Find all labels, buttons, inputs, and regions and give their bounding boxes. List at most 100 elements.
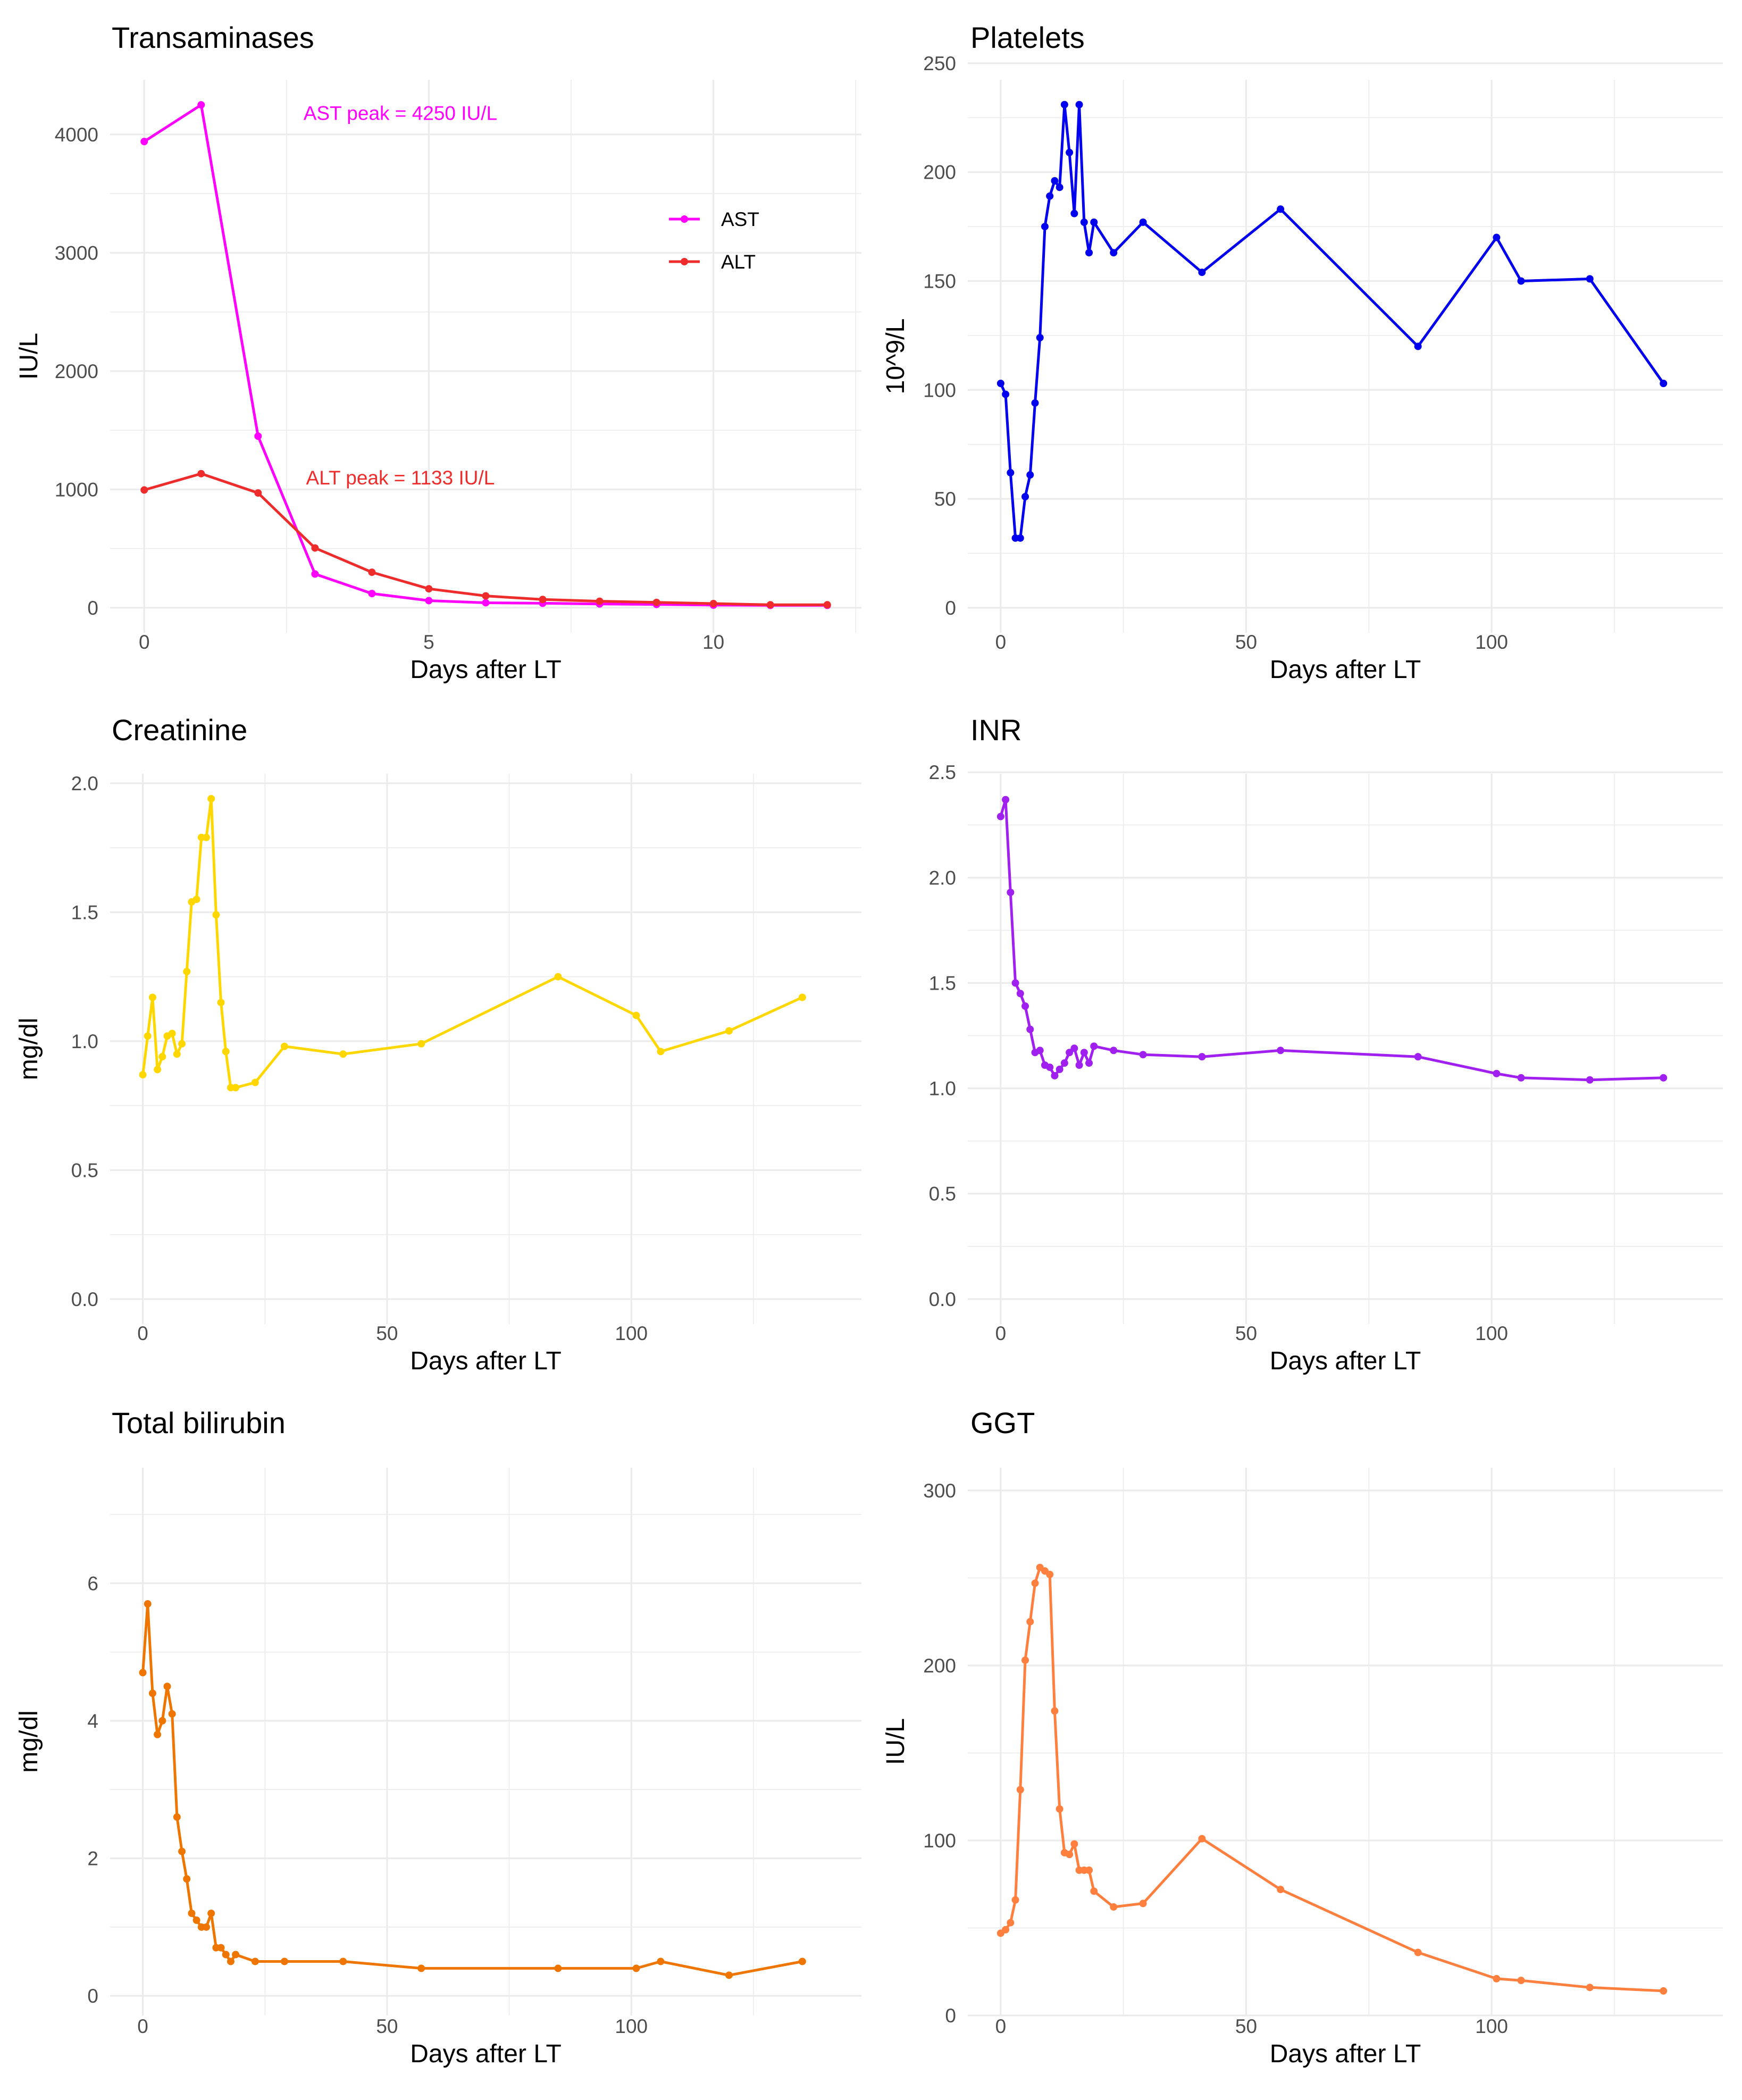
data-point [1026, 1618, 1034, 1626]
chart-panel-transaminases: 0 5 10 0 1000 2000 3000 4000 Transaminases Days a… [15, 21, 861, 684]
data-point [1660, 1074, 1668, 1082]
x-tick-label: 0 [995, 631, 1007, 653]
data-point [178, 1040, 186, 1048]
y-tick-label: 0 [87, 1985, 98, 2007]
y-tick-label: 6 [87, 1572, 98, 1594]
data-point [368, 590, 376, 598]
data-point [1139, 218, 1147, 226]
x-tick-label: 50 [376, 2015, 398, 2037]
data-point [1051, 177, 1059, 185]
data-point [1026, 1025, 1034, 1033]
data-point [232, 1084, 240, 1092]
y-axis-title: 10^9/L [882, 319, 910, 395]
data-point [652, 598, 660, 606]
panel-title: GGT [970, 1406, 1035, 1440]
data-point [596, 597, 604, 605]
y-tick-label: 2000 [55, 361, 98, 382]
data-point [1080, 1049, 1088, 1057]
data-point [1070, 1044, 1078, 1052]
y-tick-label: 2.5 [929, 762, 956, 783]
data-point [1517, 1074, 1525, 1082]
y-tick-label: 200 [923, 1655, 956, 1677]
x-axis-title: Days after LT [1270, 2040, 1421, 2068]
data-point [207, 1909, 215, 1917]
data-point [657, 1957, 665, 1965]
data-point [1021, 1656, 1029, 1664]
x-tick-label: 100 [1475, 2015, 1508, 2037]
x-tick-label: 5 [423, 631, 434, 653]
data-point [140, 486, 148, 494]
data-point [1021, 1002, 1029, 1010]
y-tick-label: 100 [923, 379, 956, 401]
y-tick-label: 1000 [55, 479, 98, 500]
data-point [766, 601, 774, 609]
y-tick-label: 0 [945, 597, 956, 619]
data-point [1586, 275, 1594, 283]
peak-annotation: ALT peak = 1133 IU/L [306, 467, 495, 489]
data-point [1060, 101, 1068, 108]
panel-title: INR [970, 713, 1021, 747]
y-tick-label: 100 [923, 1830, 956, 1852]
data-point [1046, 1570, 1054, 1578]
data-point [1046, 192, 1054, 200]
data-point [1056, 183, 1063, 191]
data-point [339, 1957, 347, 1965]
x-tick-label: 0 [137, 2015, 148, 2037]
data-point [339, 1050, 347, 1058]
data-point [1085, 249, 1093, 257]
data-point [1198, 1835, 1206, 1843]
x-tick-label: 0 [137, 1323, 148, 1344]
x-tick-label: 100 [1475, 1323, 1508, 1344]
data-point [1075, 1061, 1083, 1069]
data-point [1002, 1926, 1010, 1934]
y-tick-label: 1.0 [71, 1031, 98, 1052]
data-point [1586, 1984, 1594, 1992]
data-point [311, 544, 319, 552]
data-point [311, 570, 319, 578]
data-point [168, 1030, 176, 1038]
data-point [1031, 1579, 1039, 1587]
data-point [1090, 1042, 1098, 1050]
data-point [173, 1813, 181, 1821]
y-tick-label: 2.0 [929, 867, 956, 889]
data-point [1414, 1948, 1422, 1956]
data-point [158, 1053, 166, 1061]
panel-title: Transaminases [112, 21, 314, 54]
data-point [251, 1078, 259, 1086]
data-point [1090, 1887, 1098, 1895]
data-point [1007, 889, 1015, 897]
y-tick-label: 1.5 [71, 901, 98, 923]
data-point [192, 1916, 200, 1924]
peak-annotation: AST peak = 4250 IU/L [304, 103, 497, 124]
y-tick-label: 4 [87, 1710, 98, 1732]
data-point [1007, 1919, 1015, 1927]
data-point [197, 470, 205, 478]
data-point [154, 1730, 162, 1738]
data-point [144, 1600, 152, 1608]
data-point [1011, 1896, 1019, 1904]
y-tick-label: 2.0 [71, 773, 98, 794]
data-point [539, 596, 547, 604]
legend-label: AST [721, 208, 759, 230]
data-point [1517, 1977, 1525, 1985]
data-point [202, 1923, 210, 1931]
data-point [1198, 1053, 1206, 1061]
y-tick-label: 300 [923, 1480, 956, 1502]
panel-title: Total bilirubin [112, 1406, 286, 1440]
data-point [425, 585, 433, 593]
data-point [139, 1071, 147, 1079]
data-point [144, 1032, 152, 1040]
x-tick-label: 0 [139, 631, 150, 653]
x-tick-label: 50 [376, 1323, 398, 1344]
data-point [1041, 223, 1049, 231]
data-point [657, 1048, 665, 1056]
data-point [1277, 205, 1285, 213]
y-tick-label: 0.0 [929, 1289, 956, 1310]
y-tick-label: 3000 [55, 242, 98, 264]
data-point [417, 1040, 425, 1048]
y-axis-title: IU/L [882, 1718, 910, 1765]
data-point [1056, 1805, 1063, 1813]
data-point [188, 1909, 196, 1917]
data-point [139, 1669, 147, 1677]
